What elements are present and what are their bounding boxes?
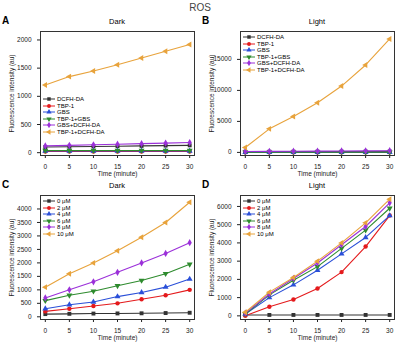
svg-text:1500: 1500: [17, 64, 32, 71]
svg-text:30: 30: [186, 163, 194, 170]
svg-text:10: 10: [90, 327, 98, 334]
html-text:C: C: [2, 179, 10, 190]
svg-text:Fluorescence intensity (au): Fluorescence intensity (au): [8, 218, 16, 296]
svg-text:25: 25: [162, 163, 170, 170]
html-text:TBP-1+DCFH-DA: TBP-1+DCFH-DA: [257, 66, 305, 73]
svg-text:Time (minute): Time (minute): [98, 170, 138, 178]
html-text:ROS: ROS: [189, 2, 211, 13]
svg-text:0: 0: [244, 163, 248, 170]
svg-text:15: 15: [113, 327, 122, 335]
html-text:Dark: Dark: [109, 181, 125, 190]
svg-text:1000: 1000: [217, 294, 232, 301]
html-text:TBP-1: TBP-1: [257, 40, 274, 47]
svg-text:30: 30: [386, 327, 394, 334]
svg-text:15000: 15000: [213, 55, 231, 62]
html-text:Dark: Dark: [109, 17, 125, 26]
html-text:Light: Light: [308, 181, 326, 190]
svg-text:500: 500: [21, 121, 32, 128]
svg-text:Fluorescence intensity (au): Fluorescence intensity (au): [208, 54, 216, 132]
svg-text:3000: 3000: [217, 257, 232, 264]
svg-text:6000: 6000: [217, 203, 232, 210]
html-text:10 μM: 10 μM: [257, 230, 274, 237]
svg-text:0: 0: [28, 149, 32, 156]
svg-text:1000: 1000: [17, 92, 32, 99]
svg-text:3500: 3500: [17, 219, 32, 226]
svg-text:0: 0: [228, 148, 232, 155]
svg-text:4000: 4000: [17, 205, 32, 212]
svg-text:Fluorescence intensity (au): Fluorescence intensity (au): [8, 54, 16, 132]
svg-text:25: 25: [162, 327, 170, 334]
svg-text:0: 0: [44, 163, 48, 170]
svg-text:0: 0: [228, 312, 232, 319]
svg-text:25: 25: [362, 163, 370, 170]
svg-text:25: 25: [362, 327, 370, 334]
html-text:TBP-1: TBP-1: [57, 102, 74, 109]
html-text:4 μM: 4 μM: [57, 211, 71, 217]
html-text:DCFH-DA: DCFH-DA: [57, 96, 84, 102]
svg-text:20: 20: [338, 163, 346, 170]
html-text:GBS: GBS: [57, 109, 70, 115]
html-text:B: B: [202, 15, 210, 26]
svg-text:2000: 2000: [217, 275, 232, 282]
svg-text:0: 0: [28, 313, 32, 320]
svg-text:2000: 2000: [17, 36, 32, 43]
html-text:10 μM: 10 μM: [57, 230, 74, 237]
svg-text:20: 20: [138, 327, 146, 334]
svg-text:1500: 1500: [17, 272, 32, 279]
html-text:2 μM: 2 μM: [57, 204, 71, 211]
svg-text:Time (minute): Time (minute): [98, 334, 138, 342]
svg-text:30: 30: [386, 163, 394, 170]
svg-text:30: 30: [186, 327, 194, 334]
svg-text:15: 15: [313, 327, 322, 335]
svg-text:5000: 5000: [217, 117, 232, 124]
svg-text:500: 500: [21, 299, 32, 306]
svg-text:Time (minute): Time (minute): [298, 334, 338, 342]
html-text:D: D: [202, 179, 210, 190]
html-text:8 μM: 8 μM: [57, 224, 71, 230]
svg-text:10: 10: [90, 163, 98, 170]
html-text:GBS: GBS: [257, 47, 270, 53]
svg-text:Time (minute): Time (minute): [298, 170, 338, 178]
svg-text:0: 0: [244, 327, 248, 334]
svg-text:4000: 4000: [217, 239, 232, 246]
html-text:0 μM: 0 μM: [57, 198, 71, 204]
svg-text:5000: 5000: [217, 221, 232, 228]
svg-text:3000: 3000: [17, 232, 32, 239]
svg-text:10000: 10000: [213, 86, 231, 93]
html-text:0 μM: 0 μM: [257, 198, 271, 204]
svg-text:2500: 2500: [17, 245, 32, 252]
svg-text:5: 5: [268, 327, 272, 334]
html-text:Light: Light: [308, 17, 326, 26]
svg-text:5: 5: [68, 327, 72, 334]
html-text:6 μM: 6 μM: [257, 217, 271, 224]
svg-text:20: 20: [138, 163, 146, 170]
svg-text:Fluorescence intensity (au): Fluorescence intensity (au): [208, 218, 216, 296]
svg-text:0: 0: [44, 327, 48, 334]
svg-text:2000: 2000: [17, 259, 32, 266]
html-text:DCFH-DA: DCFH-DA: [257, 34, 284, 40]
html-text:TBP-1+GBS: TBP-1+GBS: [257, 53, 291, 60]
html-text:8 μM: 8 μM: [257, 224, 271, 230]
svg-text:10: 10: [290, 327, 298, 334]
html-text:GBS+DCFH-DA: GBS+DCFH-DA: [257, 60, 301, 66]
html-text:6 μM: 6 μM: [57, 217, 71, 224]
html-text:TBP-1+GBS: TBP-1+GBS: [57, 115, 91, 122]
html-text:A: A: [2, 15, 10, 26]
html-text:2 μM: 2 μM: [257, 204, 271, 211]
svg-text:1000: 1000: [17, 286, 32, 293]
svg-text:10: 10: [290, 163, 298, 170]
svg-text:5: 5: [68, 163, 72, 170]
html-text:GBS+DCFH-DA: GBS+DCFH-DA: [57, 122, 101, 128]
svg-text:15: 15: [113, 163, 122, 171]
html-text:4 μM: 4 μM: [257, 211, 271, 217]
html-text:TBP-1+DCFH-DA: TBP-1+DCFH-DA: [57, 128, 105, 135]
svg-text:15: 15: [313, 163, 322, 171]
svg-text:5: 5: [268, 163, 272, 170]
svg-text:20: 20: [338, 327, 346, 334]
